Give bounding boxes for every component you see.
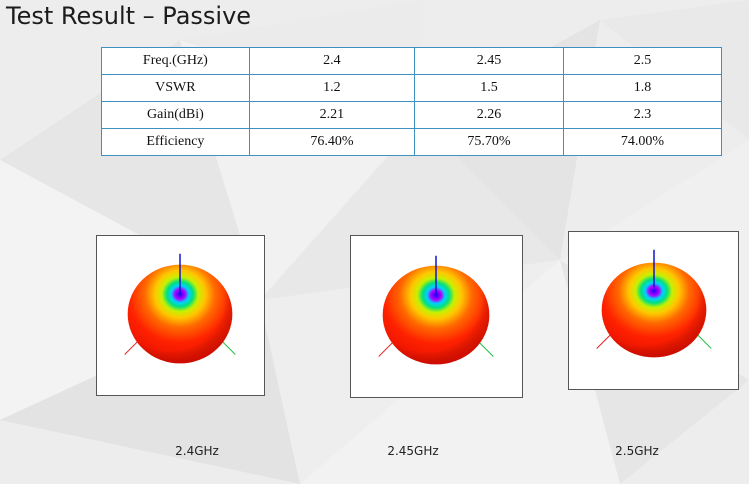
pattern-lobe-shading xyxy=(382,265,490,365)
table-cell: 2.5 xyxy=(562,47,723,75)
table-row: Freq.(GHz) 2.4 2.45 2.5 xyxy=(101,47,723,75)
table-cell: 2.3 xyxy=(562,101,723,129)
table-cell: Efficiency xyxy=(101,128,250,156)
table-cell: Gain(dBi) xyxy=(101,101,250,129)
table-cell: 2.4 xyxy=(248,47,416,75)
table-cell: 76.40% xyxy=(248,128,416,156)
radiation-pattern-plot-2-5ghz xyxy=(568,231,739,390)
table-cell: Freq.(GHz) xyxy=(101,47,250,75)
table-row: VSWR 1.2 1.5 1.8 xyxy=(101,74,723,102)
radiation-pattern-plot-2-45ghz xyxy=(350,235,523,398)
table-cell: 1.2 xyxy=(248,74,416,102)
table-cell: 2.21 xyxy=(248,101,416,129)
results-table: Freq.(GHz) 2.4 2.45 2.5 VSWR 1.2 1.5 1.8… xyxy=(101,47,723,156)
radiation-pattern-3d xyxy=(596,249,712,358)
table-cell: 74.00% xyxy=(562,128,723,156)
table-cell: 2.45 xyxy=(414,47,564,75)
pattern-lobe-shading xyxy=(127,264,233,364)
plot-caption: 2.5GHz xyxy=(615,444,659,458)
radiation-pattern-plot-2-4ghz xyxy=(96,235,265,396)
slide-title: Test Result – Passive xyxy=(6,2,252,30)
table-row: Efficiency 76.40% 75.70% 74.00% xyxy=(101,128,723,156)
table-row: Gain(dBi) 2.21 2.26 2.3 xyxy=(101,101,723,129)
table-cell: 75.70% xyxy=(414,128,564,156)
table-cell: VSWR xyxy=(101,74,250,102)
radiation-pattern-3d xyxy=(378,255,494,365)
pattern-lobe-shading xyxy=(601,262,707,358)
plot-caption: 2.45GHz xyxy=(387,444,439,458)
table-cell: 1.8 xyxy=(562,74,723,102)
plot-caption: 2.4GHz xyxy=(175,444,219,458)
table-cell: 2.26 xyxy=(414,101,564,129)
radiation-pattern-3d xyxy=(124,253,236,364)
table-cell: 1.5 xyxy=(414,74,564,102)
